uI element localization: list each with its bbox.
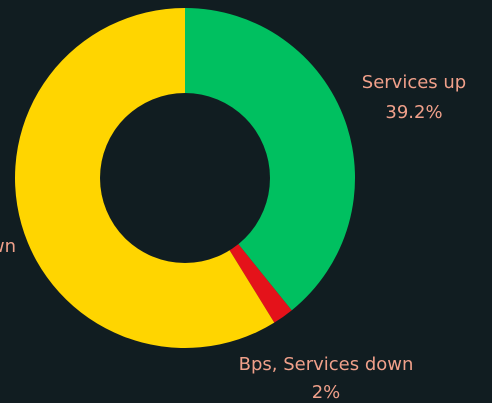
slice-value-services-up: 39.2% xyxy=(385,102,442,123)
slice-label-bps-services-down: Bps, Services down xyxy=(239,354,414,375)
slice-label-services-up: Services up xyxy=(362,72,466,93)
slice-label-yellow: wn xyxy=(0,236,16,257)
labels-layer: Services up 39.2% Bps, Services down 2% … xyxy=(0,72,466,403)
donut-hole xyxy=(100,93,270,263)
donut-slice-0 xyxy=(185,8,356,311)
slice-value-bps-services-down: 2% xyxy=(312,382,341,403)
